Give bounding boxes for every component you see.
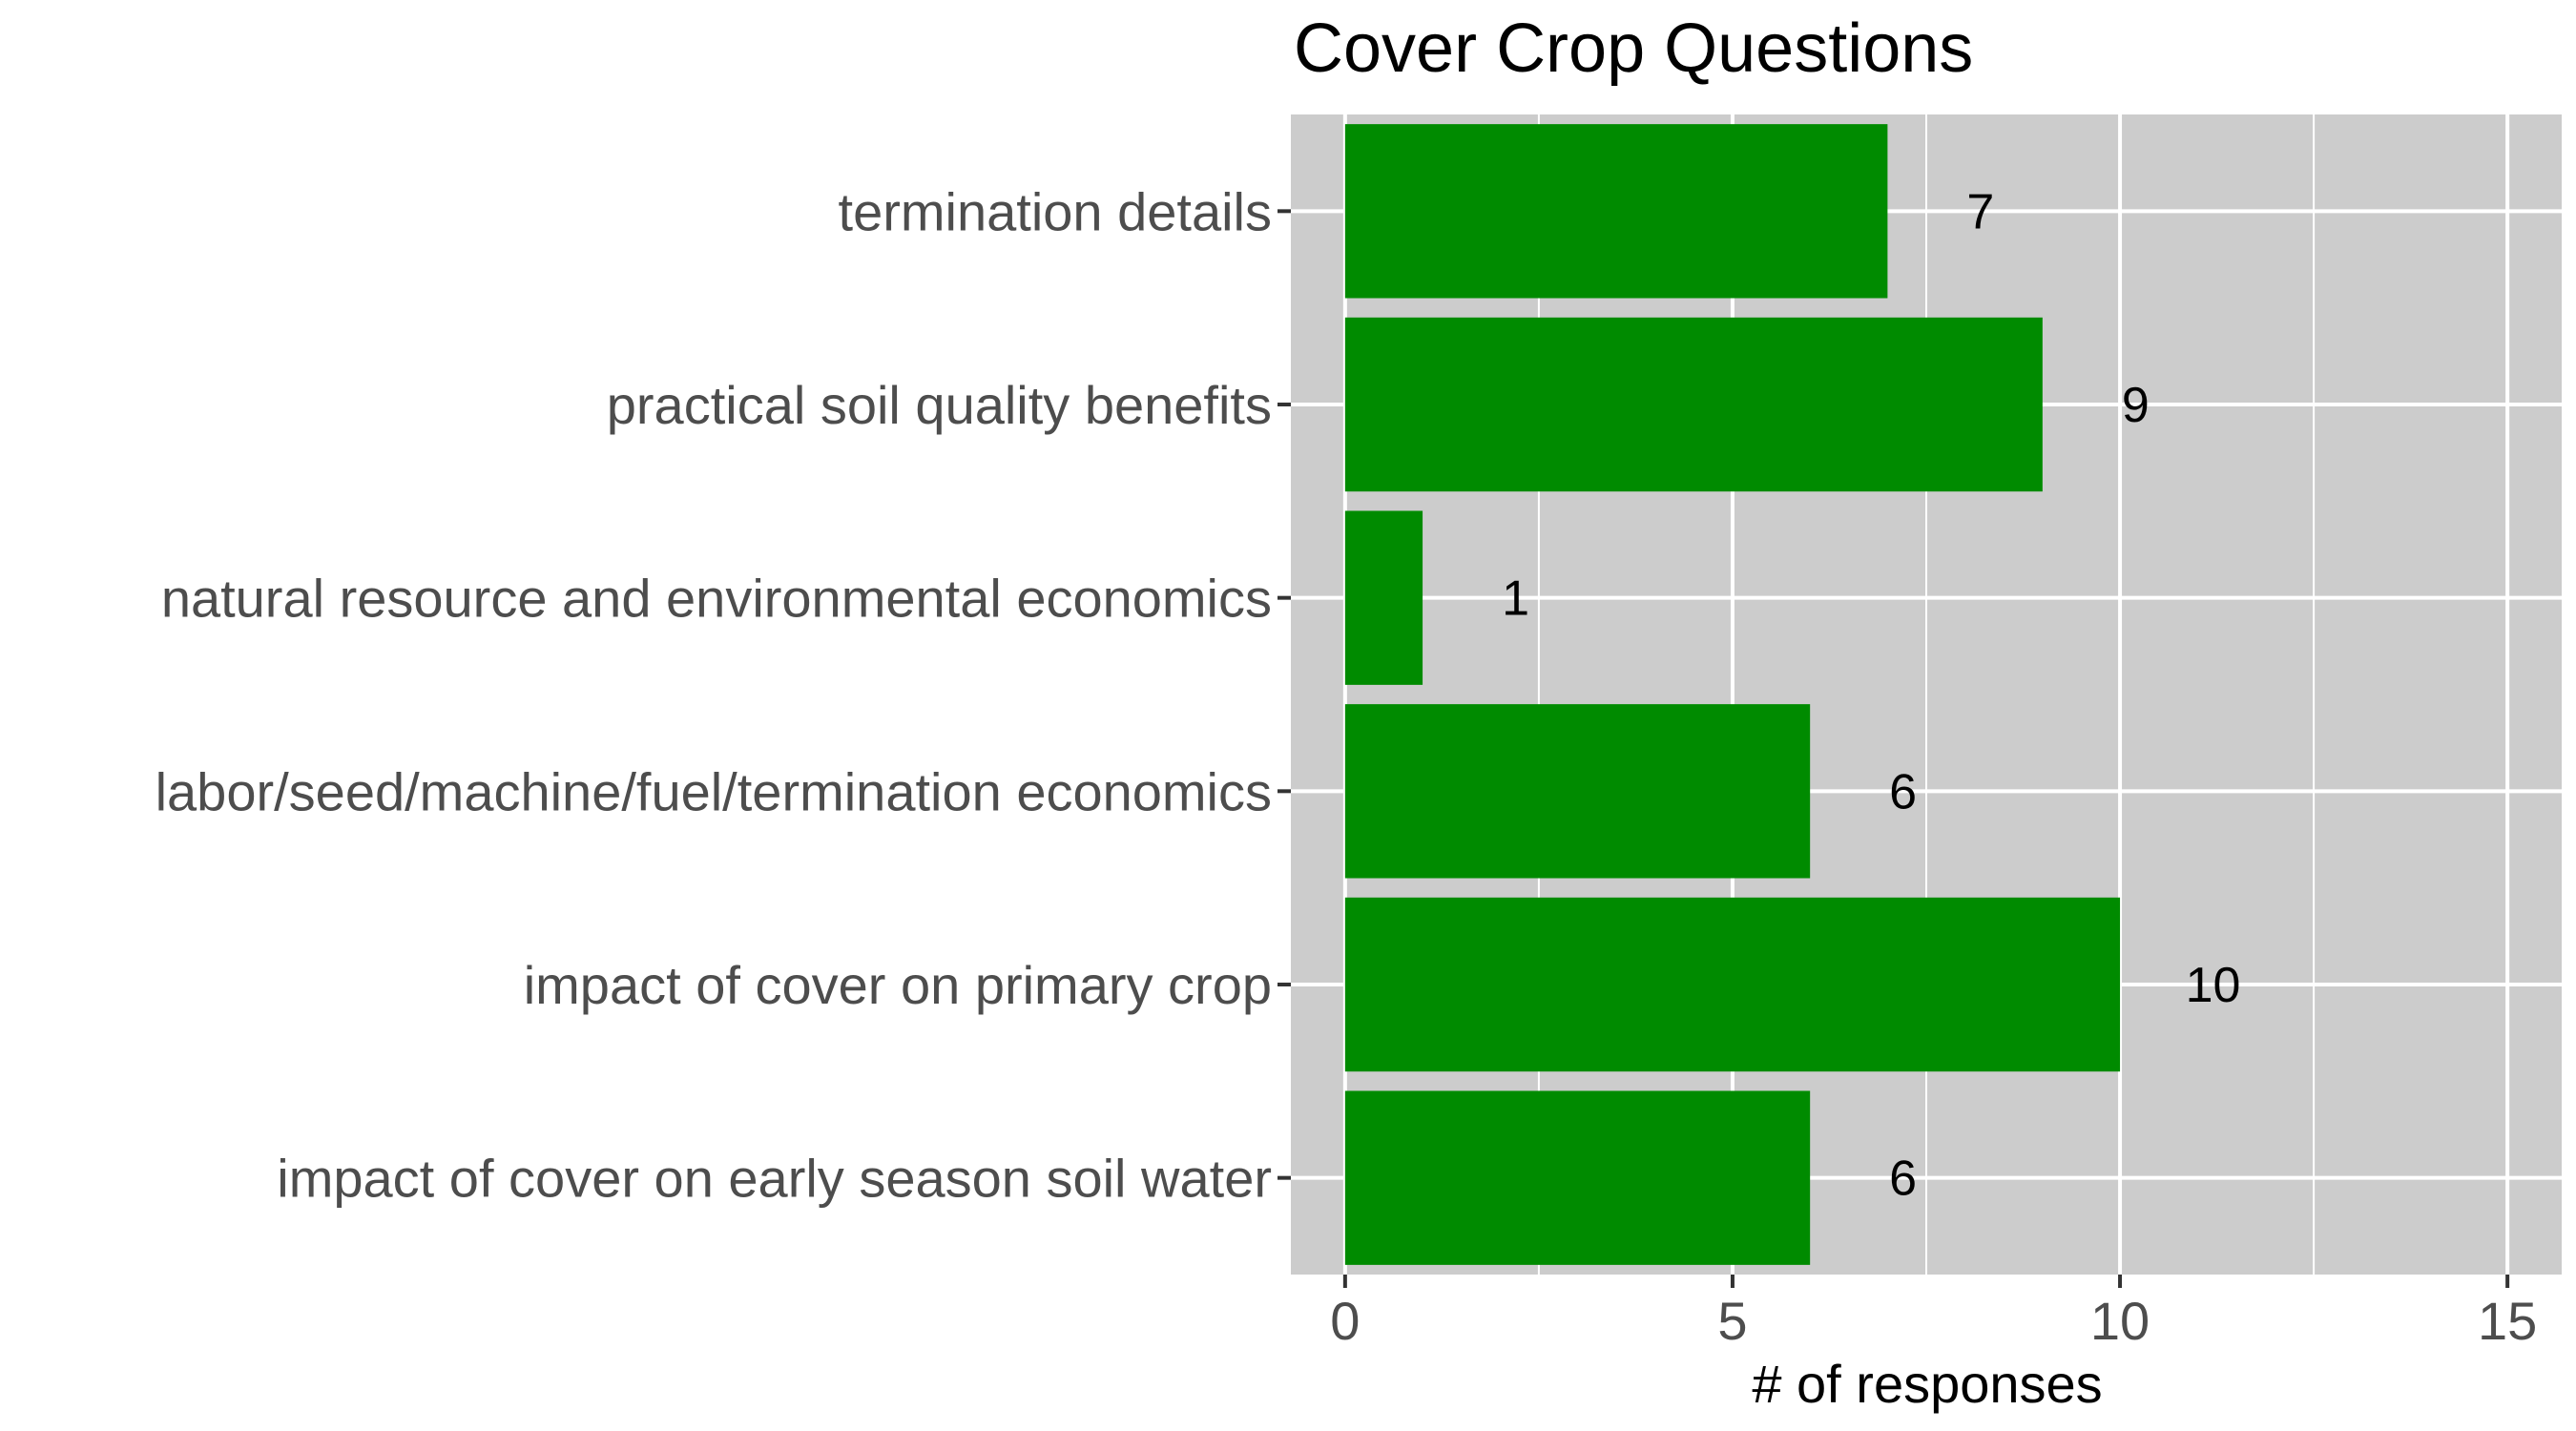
y-tick-label: natural resource and environmental econo… xyxy=(161,569,1272,629)
y-tick-label: labor/seed/machine/fuel/termination econ… xyxy=(156,761,1272,821)
y-tick-label: impact of cover on early season soil wat… xyxy=(277,1149,1272,1209)
bar xyxy=(1344,124,1888,299)
y-tick-label: impact of cover on primary crop xyxy=(524,955,1272,1015)
x-tick-label: 5 xyxy=(1717,1291,1747,1351)
bar xyxy=(1344,897,2121,1072)
bar xyxy=(1344,1090,1811,1265)
bar xyxy=(1344,317,2043,492)
chart-title: Cover Crop Questions xyxy=(1294,10,1973,87)
x-tick-label: 10 xyxy=(2090,1291,2150,1351)
x-axis-title: # of responses xyxy=(1752,1354,2102,1414)
x-tick-label: 0 xyxy=(1330,1291,1360,1351)
data-labels-group: 7 9 1 6 10 6 xyxy=(1502,184,2240,1206)
y-axis: termination details practical soil qualit… xyxy=(156,181,1291,1209)
x-axis: 0 5 10 15 xyxy=(1330,1275,2537,1351)
bar xyxy=(1344,704,1811,879)
bar-value-label: 6 xyxy=(1889,764,1917,819)
bars-group xyxy=(1344,124,2121,1265)
bar-value-label: 1 xyxy=(1502,571,1529,627)
y-tick-label: termination details xyxy=(839,181,1272,241)
bar-value-label: 7 xyxy=(1966,184,1994,239)
bar-value-label: 10 xyxy=(2186,958,2241,1013)
y-tick-label: practical soil quality benefits xyxy=(607,375,1272,435)
bar xyxy=(1344,510,1423,685)
bar-value-label: 6 xyxy=(1889,1151,1917,1207)
x-tick-label: 15 xyxy=(2478,1291,2537,1351)
bar-value-label: 9 xyxy=(2122,378,2150,433)
